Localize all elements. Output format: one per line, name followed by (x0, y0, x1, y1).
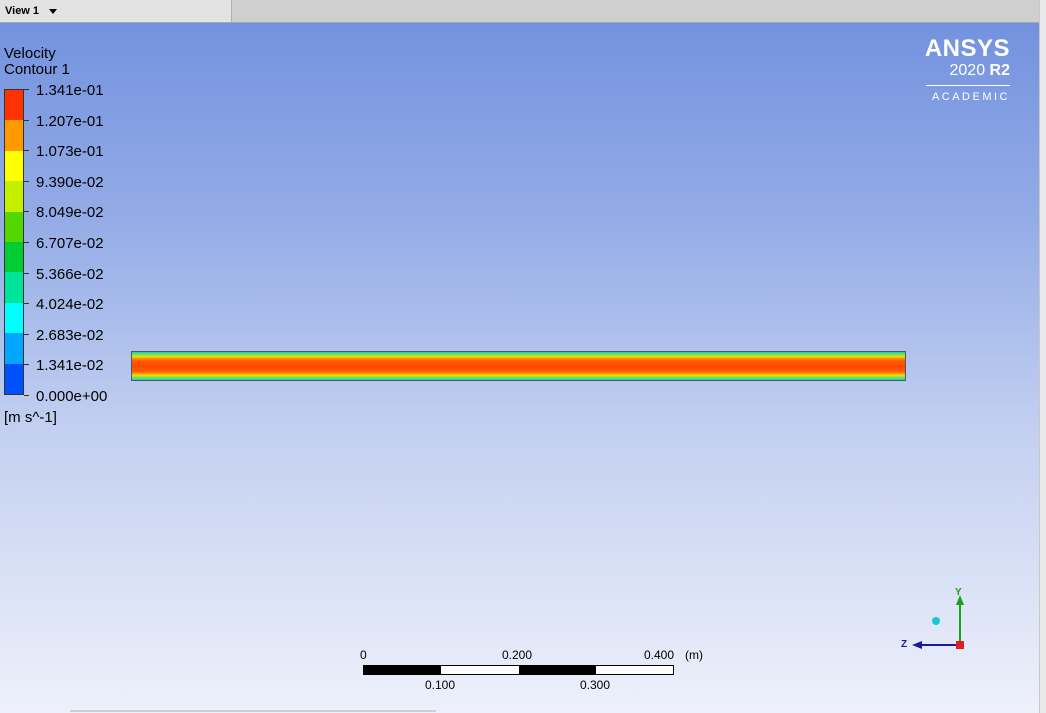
legend-tick-mark (24, 242, 29, 243)
legend-subtitle: Contour 1 (4, 61, 70, 78)
scale-segment (441, 666, 519, 674)
scale-label-0.300: 0.300 (580, 678, 611, 692)
legend-tick-label: 1.341e-02 (36, 357, 104, 375)
legend-tick-mark (24, 364, 29, 366)
logo-edition: ACADEMIC (931, 91, 1010, 103)
legend-band (5, 90, 23, 121)
legend-tick-mark (24, 333, 29, 335)
legend-tick-mark (24, 150, 29, 152)
legend-band (5, 242, 23, 273)
legend-tick-label: 1.073e-01 (36, 143, 104, 161)
legend-tick-mark (24, 89, 29, 90)
logo-year: 2020 (949, 62, 986, 79)
axis-triad-icon (912, 595, 964, 649)
legend-band (5, 302, 23, 334)
legend-tick-mark (24, 272, 29, 274)
logo-name: ANSYS (924, 35, 1010, 62)
logo-version: 2020 R2 (925, 62, 1011, 80)
legend-band (5, 181, 23, 212)
ansys-logo: ANSYS 2020 R2 ACADEMIC (925, 36, 1010, 103)
legend-band (5, 211, 23, 243)
scale-label-0.400: 0.400 (644, 648, 675, 662)
logo-divider (926, 85, 1010, 86)
legend-band (5, 120, 23, 151)
scale-unit: (m) (685, 648, 703, 662)
legend-title: Velocity (4, 45, 56, 62)
legend-tick-label: 4.024e-02 (36, 296, 104, 314)
scale-segment (595, 666, 673, 674)
scale-label-0.100: 0.100 (425, 678, 456, 692)
legend-tick-mark (24, 180, 29, 182)
color-legend-bar (4, 89, 24, 395)
scale-segment (518, 666, 596, 674)
bottom-divider (70, 710, 436, 712)
legend-tick-label: 8.049e-02 (36, 204, 104, 222)
legend-tick-mark (24, 211, 29, 213)
axis-z-label: Z (901, 639, 908, 650)
legend-tick-mark (24, 119, 29, 121)
scale-segment (364, 666, 442, 674)
scale-bar: 0 0.200 0.400 (m) 0.100 0.300 (360, 648, 703, 693)
axis-triad[interactable]: Y Z (895, 580, 975, 660)
view-tab-label: View 1 (5, 5, 40, 17)
legend-tick-mark (24, 395, 29, 396)
legend-band (5, 333, 23, 364)
legend-band (5, 272, 23, 303)
legend-tick-label: 1.341e-01 (36, 82, 104, 99)
view-tab-bar: View 1 (0, 0, 1040, 23)
view-selector-tab[interactable]: View 1 (0, 0, 232, 22)
legend-band (5, 150, 23, 182)
scale-label-0: 0 (360, 648, 367, 662)
logo-release: R2 (989, 62, 1010, 79)
legend-tick-label: 5.366e-02 (36, 265, 104, 283)
velocity-contour-pipe[interactable] (131, 351, 906, 381)
axis-y-label: Y (955, 587, 962, 598)
right-scrollbar[interactable] (1039, 0, 1046, 713)
scale-track (363, 665, 674, 675)
legend-tick-label: 2.683e-02 (36, 326, 104, 344)
legend-tick-label: 6.707e-02 (36, 235, 104, 252)
legend-tick-label: 0.000e+00 (36, 388, 108, 405)
legend-tick-mark (24, 303, 29, 305)
legend-tick-label: 9.390e-02 (36, 173, 104, 191)
chevron-down-icon[interactable] (49, 8, 58, 14)
scale-label-0.200: 0.200 (502, 648, 533, 662)
legend-tick-label: 1.207e-01 (36, 112, 104, 130)
legend-units: [m s^-1] (4, 409, 57, 426)
legend-band (5, 363, 23, 395)
